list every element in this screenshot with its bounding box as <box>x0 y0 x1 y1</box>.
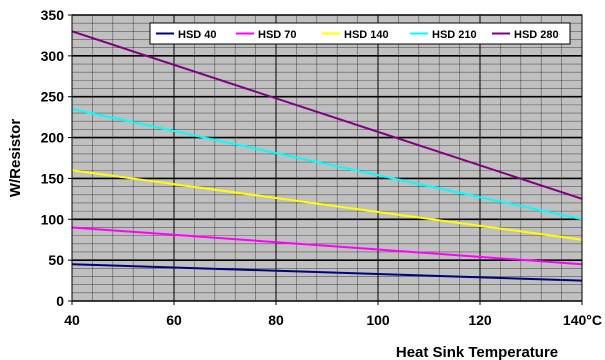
legend-label: HSD 40 <box>178 29 217 41</box>
x-axis-title: Heat Sink Temperature <box>396 344 558 360</box>
series-line-hsd-40 <box>71 263 583 282</box>
y-axis-title: W/Resistor <box>7 119 24 198</box>
y-tick-label: 150 <box>41 170 65 186</box>
y-tick-label: 350 <box>41 7 65 23</box>
legend-label: HSD 280 <box>514 29 559 41</box>
x-tick-label: 100 <box>366 312 390 328</box>
x-tick-label: 80 <box>268 312 284 328</box>
legend: HSD 40 HSD 70 HSD 140 HSD 210 HSD 280 <box>149 22 571 45</box>
plot-area <box>72 15 582 301</box>
series-line-hsd-140 <box>71 169 583 241</box>
legend-label: HSD 70 <box>258 29 297 41</box>
x-tick-label: 120 <box>468 312 492 328</box>
y-axis-ticks: 0 50 100 150 200 250 300 350 <box>41 7 72 309</box>
y-tick-label: 0 <box>56 293 64 309</box>
y-tick-label: 50 <box>48 252 64 268</box>
legend-label: HSD 210 <box>432 29 477 41</box>
y-tick-label: 200 <box>41 130 65 146</box>
x-tick-label: 60 <box>166 312 182 328</box>
legend-box <box>149 22 571 45</box>
y-tick-label: 250 <box>41 89 65 105</box>
series-line-hsd-210 <box>71 107 583 221</box>
x-tick-label: 40 <box>64 312 80 328</box>
series-lines <box>71 30 583 282</box>
legend-label: HSD 140 <box>344 29 389 41</box>
series-line-hsd-70 <box>71 226 583 266</box>
series-line-hsd-280 <box>71 30 583 200</box>
plot-border <box>71 14 583 302</box>
y-tick-label: 100 <box>41 211 65 227</box>
y-tick-label: 300 <box>41 48 65 64</box>
x-axis-ticks: 40 60 80 100 120 140°C <box>64 301 602 328</box>
x-tick-label: 140°C <box>563 312 602 328</box>
